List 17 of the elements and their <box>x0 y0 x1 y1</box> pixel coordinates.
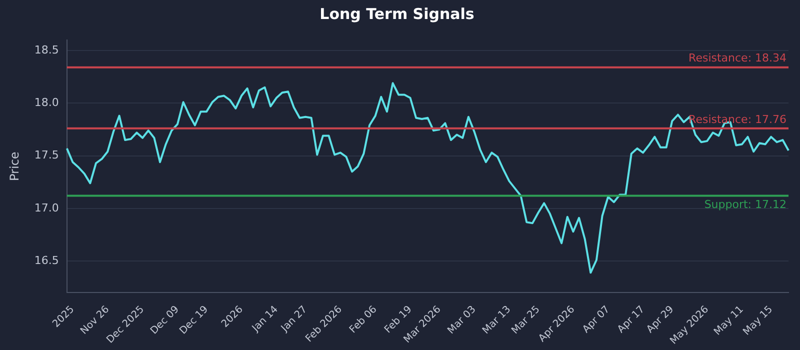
y-tick-label: 18.5 <box>34 43 59 56</box>
y-tick-label: 18.0 <box>34 96 59 110</box>
x-tick-label: Jan 14 <box>250 304 280 335</box>
ref-line-label: Support: 17.12 <box>704 198 787 212</box>
x-tick-label: Feb 06 <box>348 304 380 336</box>
x-tick-label: Apr 17 <box>616 304 647 336</box>
ref-line-label: Resistance: 18.34 <box>688 52 787 65</box>
y-tick-label: 17.5 <box>34 148 59 162</box>
x-tick-label: Dec 19 <box>178 304 211 337</box>
x-tick-label: Apr 29 <box>644 304 676 336</box>
x-tick-label: Mar 03 <box>446 304 478 336</box>
x-tick-label: Apr 07 <box>580 304 612 336</box>
x-tick-label: Jan 27 <box>278 304 310 335</box>
chart-title: Long Term Signals <box>320 4 474 23</box>
y-axis-title: Price <box>7 152 22 181</box>
y-tick-label: 16.5 <box>34 254 59 267</box>
y-tick-label: 17.0 <box>34 201 59 214</box>
